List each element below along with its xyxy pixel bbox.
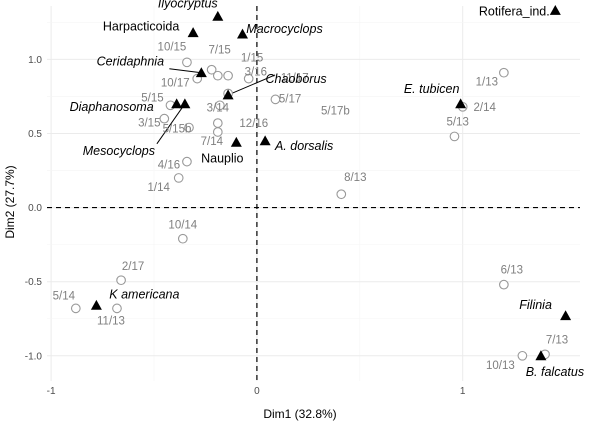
leader-line xyxy=(169,68,202,74)
species-label: Diaphanosoma xyxy=(70,100,154,114)
y-tick-label: 0.0 xyxy=(28,203,42,214)
species-label: Filinia xyxy=(519,298,552,312)
species-point xyxy=(195,67,207,78)
site-label: 10/13 xyxy=(486,360,515,372)
site-label: 5/15b xyxy=(163,124,192,136)
site-point xyxy=(70,303,81,314)
site-label: 4/16 xyxy=(158,160,180,172)
species-point xyxy=(549,4,561,15)
leader-line xyxy=(227,74,276,96)
site-point xyxy=(215,100,225,111)
species-label: Rotifera_ind. xyxy=(479,4,550,18)
site-label: 5/17b xyxy=(321,105,350,117)
site-label: 6/13 xyxy=(501,265,523,277)
site-label: 10/14 xyxy=(168,220,197,232)
species-point xyxy=(455,98,467,109)
site-point xyxy=(212,70,223,81)
site-point xyxy=(184,122,194,133)
species-label: A. dorsalis xyxy=(274,139,333,153)
species-label: Ilyocryptus xyxy=(158,0,218,10)
species-label: K americana xyxy=(109,287,179,301)
site-label: 11/17 xyxy=(281,73,309,85)
x-tick-label: 0 xyxy=(254,386,260,397)
site-label: 5/15 xyxy=(141,92,163,104)
site-point xyxy=(116,275,126,286)
leader-line xyxy=(156,103,186,145)
species-point xyxy=(237,28,249,39)
site-label: 7/14 xyxy=(201,136,224,148)
leader-lines xyxy=(156,68,276,145)
site-point xyxy=(212,118,223,128)
site-point xyxy=(182,156,192,167)
site-point xyxy=(223,70,233,81)
site-label: 5/17 xyxy=(279,93,301,105)
species-point xyxy=(90,299,102,310)
site-point xyxy=(212,127,223,137)
y-tick-label: -1.0 xyxy=(25,351,43,362)
species-point xyxy=(212,10,224,21)
site-labels: 1/13 2/14 5/13 8/13 6/13 7/13 10/13 10/15 7/15 1/… xyxy=(53,41,569,371)
site-point xyxy=(336,189,347,200)
site-point xyxy=(159,113,170,124)
species-label: Mesocyclops xyxy=(83,144,155,158)
species-label: Chaoborus xyxy=(266,72,327,86)
y-tick-label: 0.5 xyxy=(28,129,42,140)
site-label: 1/13 xyxy=(476,77,498,89)
y-axis-title: Dim2 (27.7%) xyxy=(3,165,17,238)
species-label: Ceridaphnia xyxy=(97,55,164,69)
site-label: 1/14 xyxy=(148,182,171,194)
species-point xyxy=(560,310,572,321)
species-point xyxy=(222,89,234,100)
y-tick-label: -0.5 xyxy=(25,277,43,288)
site-label: 3/14 xyxy=(207,102,230,114)
site-point xyxy=(449,131,460,142)
reference-lines xyxy=(47,6,580,381)
site-label: 11/13 xyxy=(97,315,125,327)
site-label: 7/13 xyxy=(546,334,568,346)
site-label: 10/17 xyxy=(161,78,190,90)
site-label: 8/13 xyxy=(344,172,366,184)
species-point xyxy=(535,350,547,361)
species-point xyxy=(230,136,242,147)
site-label: 10/15 xyxy=(158,41,187,53)
grid xyxy=(47,6,580,381)
species-label: Harpacticoida xyxy=(103,20,179,34)
species-label: E. tubicen xyxy=(404,82,460,96)
site-point xyxy=(270,94,281,105)
species-point xyxy=(179,98,191,109)
site-point xyxy=(499,67,509,78)
species-point xyxy=(259,135,271,146)
species-points xyxy=(90,4,572,361)
site-point xyxy=(499,279,509,290)
species-label: B. falcatus xyxy=(526,365,584,379)
site-label: 3/16 xyxy=(245,67,267,79)
tick-labels: -1 0 1 -1.0 -0.5 0.0 0.5 1.0 xyxy=(25,55,466,397)
x-tick-label: 1 xyxy=(460,386,466,397)
site-label: 5/14 xyxy=(53,290,76,302)
site-point xyxy=(173,173,184,183)
y-tick-label: 1.0 xyxy=(28,55,42,66)
x-tick-label: -1 xyxy=(47,386,56,397)
species-label: Nauplio xyxy=(201,151,243,165)
site-label: 7/15 xyxy=(208,45,230,57)
site-label: 3/15 xyxy=(138,118,160,130)
site-label: 2/14 xyxy=(474,102,497,114)
site-point xyxy=(517,350,528,361)
site-label: 12/16 xyxy=(239,118,268,130)
site-label: 5/13 xyxy=(446,116,468,128)
site-label: 2/17 xyxy=(122,261,144,273)
site-point xyxy=(112,303,122,314)
site-point xyxy=(182,57,192,68)
x-axis-title: Dim1 (32.8%) xyxy=(263,407,336,421)
site-label: 1/15 xyxy=(241,53,263,65)
species-point xyxy=(187,27,199,38)
site-point xyxy=(206,64,217,75)
site-point xyxy=(243,73,254,84)
site-point xyxy=(177,233,188,244)
species-label: Macrocyclops xyxy=(246,22,322,36)
species-labels: Ilyocryptus Harpacticoida Macrocyclops Roti… xyxy=(70,0,584,379)
species-point xyxy=(171,98,183,109)
